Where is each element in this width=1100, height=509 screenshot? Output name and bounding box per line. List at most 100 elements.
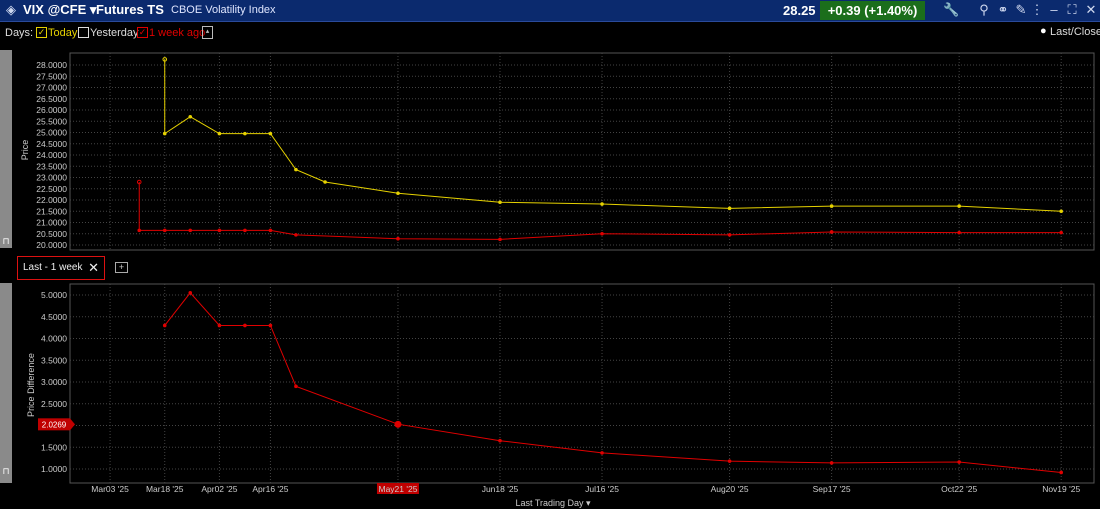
series-line	[164, 59, 1062, 212]
ytick-label: 22.5000	[36, 184, 67, 194]
ytick-label: 28.0000	[36, 60, 67, 70]
add-panel-icon[interactable]: +	[115, 262, 128, 273]
data-point	[323, 180, 327, 184]
data-point	[188, 228, 193, 233]
data-point	[188, 291, 193, 295]
plot-area	[69, 52, 1095, 251]
series-line	[164, 292, 1062, 473]
link-icon[interactable]: ⚭	[997, 2, 1009, 17]
data-point	[1059, 209, 1064, 214]
close-icon[interactable]: ✕	[88, 260, 99, 275]
days-expand-icon[interactable]: ▴	[202, 26, 213, 39]
lower-ylabel: Price Difference	[26, 353, 36, 417]
upper-ylabel: Price	[20, 140, 30, 161]
today-label[interactable]: Today	[48, 27, 78, 39]
last-price: 28.25	[783, 3, 816, 18]
legend-last-close[interactable]: Last/Close	[1050, 26, 1100, 38]
data-point	[294, 384, 298, 389]
data-point	[727, 233, 732, 237]
lower-panel-scale-bar[interactable]	[0, 283, 12, 483]
ytick-label: 20.0000	[36, 240, 67, 250]
data-point	[957, 460, 961, 464]
upper-panel-scale-bar[interactable]	[0, 50, 12, 248]
data-point	[600, 202, 604, 206]
highlight-point	[394, 420, 402, 428]
instrument-description: CBOE Volatility Index	[171, 4, 276, 16]
window-titlebar: ◈ VIX @CFE ▾ Futures TS CBOE Volatility …	[0, 0, 1100, 22]
data-point	[294, 233, 298, 237]
week-ago-label[interactable]: 1 week ago	[149, 27, 206, 39]
data-point	[243, 131, 247, 136]
xtick-label: Nov19 '25	[1042, 484, 1080, 494]
data-point	[268, 323, 273, 328]
data-point	[217, 131, 222, 136]
ytick-label: 1.5000	[41, 442, 67, 452]
symbol-selector[interactable]: VIX @CFE ▾	[23, 2, 97, 17]
week-ago-checkbox[interactable]: ✓	[137, 27, 148, 38]
pin-icon[interactable]: ✎	[1015, 2, 1027, 17]
current-value-label: 2.0269	[42, 420, 67, 429]
yesterday-label[interactable]: Yesterday	[90, 27, 139, 39]
xtick-label: Sep17 '25	[813, 484, 851, 494]
more-options-icon[interactable]: ⋮	[1030, 2, 1044, 17]
ytick-label: 5.0000	[41, 290, 67, 300]
yesterday-checkbox[interactable]	[78, 27, 89, 38]
today-checkbox[interactable]: ✓	[36, 27, 47, 38]
ytick-label: 3.0000	[41, 377, 67, 387]
xtick-highlight	[376, 483, 419, 494]
legend-dot-icon: ●	[1040, 25, 1047, 37]
data-point	[217, 228, 222, 233]
ytick-label: 27.5000	[36, 71, 67, 81]
ytick-label: 2.0000	[41, 421, 67, 431]
data-point	[243, 323, 247, 328]
lower-panel-tab[interactable]: Last - 1 week ✕	[17, 256, 105, 280]
xtick-label: Jul16 '25	[585, 484, 619, 494]
maximize-icon[interactable]: ⛶	[1067, 2, 1077, 17]
data-point	[829, 230, 834, 234]
data-point	[600, 231, 604, 236]
ytick-label: 25.0000	[36, 128, 67, 138]
data-point	[829, 461, 834, 465]
data-point	[162, 131, 167, 136]
data-point	[136, 179, 142, 185]
xtick-label: Mar03 '25	[91, 484, 129, 494]
current-value-arrow	[70, 418, 75, 431]
xtick-label: Mar18 '25	[146, 484, 184, 494]
data-point	[727, 459, 732, 463]
minimize-icon[interactable]: –	[1050, 2, 1058, 17]
data-point	[268, 131, 273, 136]
current-value-marker	[38, 418, 70, 431]
ytick-label: 24.0000	[36, 150, 67, 160]
close-icon[interactable]: ✕	[1085, 2, 1097, 17]
data-point	[1059, 230, 1064, 235]
data-point	[162, 228, 167, 233]
lower-panel-tab-label: Last - 1 week	[23, 262, 83, 273]
app-logo-icon: ◈	[6, 2, 16, 17]
xtick-label: Oct22 '25	[941, 484, 977, 494]
ytick-label: 21.0000	[36, 218, 67, 228]
data-point	[957, 204, 961, 208]
search-icon[interactable]: ⚲	[979, 2, 989, 17]
wrench-icon[interactable]: 🔧	[943, 2, 960, 17]
lock-icon[interactable]: ⊓	[2, 466, 10, 476]
ytick-label: 3.5000	[41, 355, 67, 365]
data-point	[498, 237, 502, 242]
data-point	[396, 191, 400, 196]
data-point	[498, 200, 502, 205]
data-point	[268, 228, 273, 233]
ytick-label: 21.5000	[36, 206, 67, 216]
ytick-label: 4.5000	[41, 312, 67, 322]
ytick-label: 20.5000	[36, 229, 67, 239]
xtick-label: Aug20 '25	[711, 484, 749, 494]
lock-icon[interactable]: ⊓	[2, 236, 10, 246]
data-point	[162, 323, 167, 328]
days-selector-bar: Days: ✓ Today Yesterday ✓ 1 week ago ▴ ●…	[0, 22, 1100, 44]
xtick-label: May21 '25	[378, 484, 417, 494]
series-line	[138, 182, 1062, 240]
ytick-label: 23.0000	[36, 173, 67, 183]
xtick-label: Apr16 '25	[252, 484, 288, 494]
ytick-label: 25.5000	[36, 116, 67, 126]
price-change-badge: +0.39 (+1.40%)	[820, 1, 925, 20]
xaxis-label[interactable]: Last Trading Day ▾	[515, 498, 591, 508]
